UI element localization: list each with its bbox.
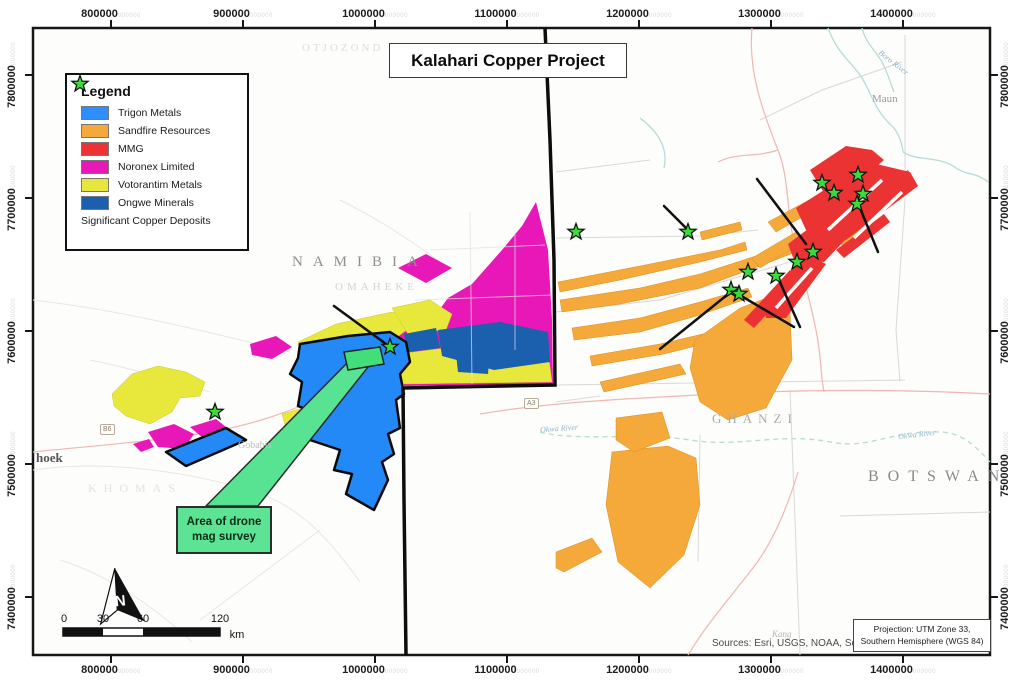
parcel-lines bbox=[414, 211, 553, 385]
x-axis-label: 1100000000000 bbox=[474, 664, 540, 676]
x-axis-label: 1300000000000 bbox=[738, 8, 804, 20]
scale-tick-30: 30 bbox=[96, 613, 110, 625]
y-axis-label: 7600000000000 bbox=[999, 298, 1011, 364]
region-label-khomas: KHOMAS bbox=[88, 481, 183, 495]
north-arrow-letter: N bbox=[114, 592, 127, 610]
y-axis-label: 7600000000000 bbox=[6, 298, 18, 364]
x-axis-label: 1300000000000 bbox=[738, 664, 804, 676]
scale-tick-0: 0 bbox=[60, 613, 68, 625]
city-label-windhoek: hoek bbox=[36, 450, 63, 465]
region-label-otjozondjupa: OTJOZOND bbox=[302, 42, 384, 54]
sources-text: Sources: Esri, USGS, NOAA, Sou bbox=[712, 638, 863, 649]
city-label-maun: Maun bbox=[872, 93, 898, 105]
region-label-omaheke: OMAHEKE bbox=[335, 281, 418, 293]
country-label-botswana: BOTSWAN bbox=[868, 468, 1009, 485]
sandfire-claims bbox=[555, 191, 869, 589]
x-axis-label: 1100000000000 bbox=[474, 8, 540, 20]
ongwe-claims bbox=[404, 322, 550, 374]
scale-tick-60: 60 bbox=[136, 613, 150, 625]
x-axis-label: 900000000000 bbox=[213, 664, 273, 676]
y-axis-label: 7500000000000 bbox=[999, 431, 1011, 497]
x-axis-label: 1000000000000 bbox=[342, 664, 408, 676]
legend-item-label: Trigon Metals bbox=[118, 106, 182, 119]
trigon-swatch bbox=[81, 105, 109, 120]
map-title: Kalahari Copper Project bbox=[389, 43, 627, 78]
x-axis-label: 1400000000000 bbox=[870, 8, 936, 20]
legend-item-ongwe: Ongwe Minerals bbox=[81, 195, 247, 210]
city-label-kang: Kang bbox=[772, 629, 792, 639]
x-axis-label: 1400000000000 bbox=[870, 664, 936, 676]
y-axis-label: 7700000000000 bbox=[6, 165, 18, 231]
callout-drone-survey: Area of drone mag survey bbox=[176, 506, 272, 554]
scale-bar bbox=[62, 627, 221, 637]
country-border bbox=[401, 27, 557, 656]
region-label-ghanzi: GHANZI bbox=[712, 411, 798, 426]
star-icon bbox=[70, 75, 90, 93]
y-axis-label: 7400000000000 bbox=[999, 564, 1011, 630]
legend-item-mmg: MMG bbox=[81, 141, 247, 156]
mmg-swatch bbox=[81, 141, 109, 156]
legend-title: Legend bbox=[81, 83, 131, 99]
legend-item-trigon: Trigon Metals bbox=[81, 105, 247, 120]
legend-item-label: Significant Copper Deposits bbox=[81, 214, 211, 227]
scale-unit: km bbox=[229, 629, 245, 641]
trigon-claims bbox=[164, 330, 412, 512]
legend-item-sandfire: Sandfire Resources bbox=[81, 123, 247, 138]
x-axis-label: 1000000000000 bbox=[342, 8, 408, 20]
legend-item-votorantim: Votorantim Metals bbox=[81, 177, 247, 192]
noronex-swatch bbox=[81, 159, 109, 174]
legend-item-label: Noronex Limited bbox=[118, 160, 195, 173]
legend-item-label: Votorantim Metals bbox=[118, 178, 203, 191]
y-axis-label: 7700000000000 bbox=[999, 165, 1011, 231]
y-axis-label: 7400000000000 bbox=[6, 564, 18, 630]
city-label-gobabis: Gobabis bbox=[238, 440, 272, 451]
country-label-namibia: NAMIBIA bbox=[292, 254, 428, 270]
x-axis-label: 800000000000 bbox=[81, 8, 141, 20]
rivers bbox=[539, 27, 991, 463]
north-arrow: N bbox=[99, 568, 145, 626]
legend-item-deposits: Significant Copper Deposits bbox=[70, 75, 247, 227]
ongwe-swatch bbox=[81, 195, 109, 210]
y-axis-label: 7500000000000 bbox=[6, 431, 18, 497]
votorantim-swatch bbox=[81, 177, 109, 192]
legend-item-label: Sandfire Resources bbox=[118, 124, 211, 137]
legend-panel: Legend Trigon Metals Sandfire Resources … bbox=[65, 73, 249, 251]
y-axis-label: 7800000000000 bbox=[999, 42, 1011, 108]
sandfire-swatch bbox=[81, 123, 109, 138]
y-axis-label: 7800000000000 bbox=[6, 42, 18, 108]
legend-item-label: MMG bbox=[118, 142, 144, 155]
road-shield-b6: B6 bbox=[100, 424, 115, 435]
x-axis-label: 800000000000 bbox=[81, 664, 141, 676]
projection-box: Projection: UTM Zone 33, Southern Hemisp… bbox=[853, 619, 991, 652]
scale-tick-120: 120 bbox=[210, 613, 230, 625]
x-axis-label: 1200000000000 bbox=[606, 8, 672, 20]
x-axis-label: 900000000000 bbox=[213, 8, 273, 20]
x-axis-label: 1200000000000 bbox=[606, 664, 672, 676]
callout-leaders bbox=[332, 177, 880, 351]
legend-item-noronex: Noronex Limited bbox=[81, 159, 247, 174]
legend-item-label: Ongwe Minerals bbox=[118, 196, 194, 209]
axis-ticks bbox=[25, 20, 998, 663]
road-shield-a3: A3 bbox=[524, 398, 539, 409]
